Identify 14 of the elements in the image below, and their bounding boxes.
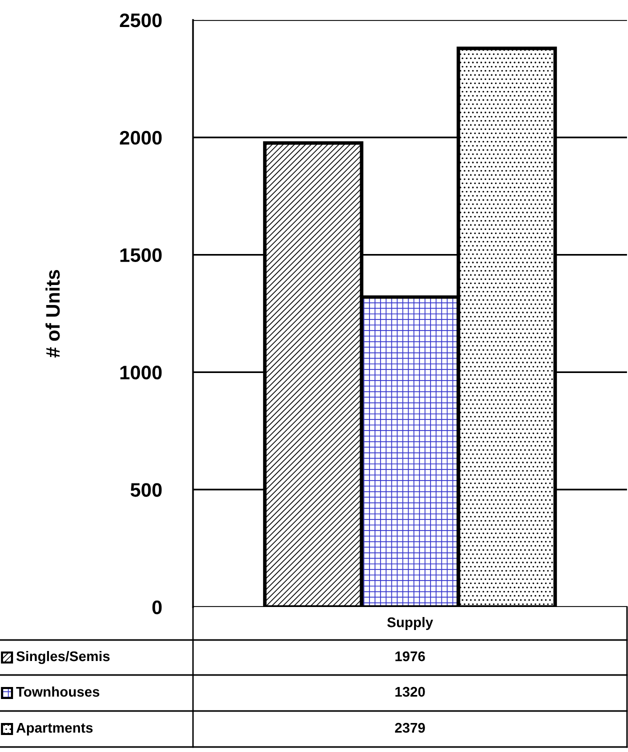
y-tick-label: 1000	[120, 366, 162, 380]
text: 2379	[395, 722, 425, 733]
y-axis-title: # of Units	[46, 270, 60, 358]
legend-label: Apartments	[16, 723, 93, 736]
y-tick-label: 500	[130, 483, 162, 497]
x-tick-label: Supply	[387, 617, 434, 630]
legend-label: Singles/Semis	[16, 650, 110, 664]
y-tick-label: 2500	[120, 13, 162, 28]
text: 1976	[395, 651, 425, 662]
text: 1320	[395, 686, 425, 697]
y-tick-label: 2000	[120, 130, 162, 145]
y-tick-label: 0	[152, 600, 162, 614]
y-tick-label: 1500	[120, 248, 162, 262]
legend-label: Townhouses	[16, 686, 100, 697]
